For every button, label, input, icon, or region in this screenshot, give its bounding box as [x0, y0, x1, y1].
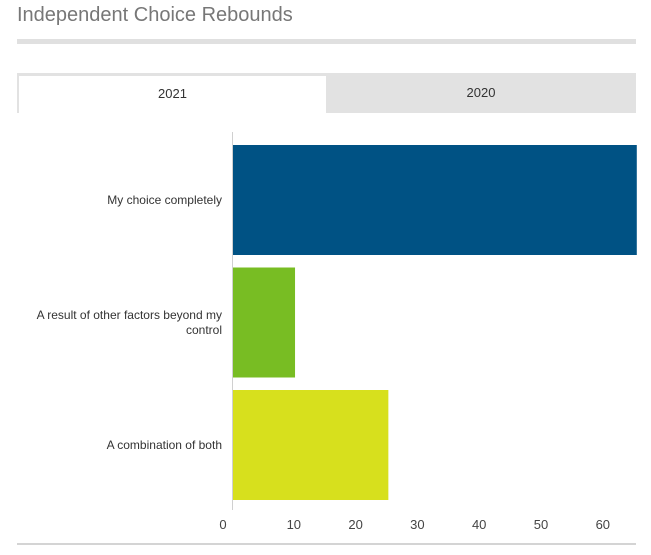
bottom-divider — [17, 543, 636, 545]
bar-3[interactable] — [232, 390, 389, 500]
x-tick-label: 20 — [348, 517, 362, 532]
chart-title: Independent Choice Rebounds — [17, 4, 293, 26]
title-divider — [17, 39, 636, 44]
bar-2[interactable] — [232, 267, 296, 378]
x-tick-label: 60 — [596, 517, 610, 532]
bar-chart: My choice completely A result of other fa… — [37, 132, 637, 532]
category-label-2: A result of other factors beyond my contr… — [37, 308, 222, 337]
tab-2020[interactable]: 2020 — [466, 85, 496, 100]
x-tick-label: 40 — [472, 517, 486, 532]
tab-2021[interactable]: 2021 — [19, 76, 326, 113]
year-tab-bar: 2021 2020 — [17, 73, 636, 113]
x-tick-label: 30 — [410, 517, 424, 532]
x-tick-label: 50 — [534, 517, 548, 532]
category-label-3: A combination of both — [107, 438, 222, 452]
x-tick-label: 10 — [287, 517, 301, 532]
x-tick-label: 0 — [219, 517, 226, 532]
bar-1[interactable] — [232, 145, 637, 255]
category-label-1: My choice completely — [107, 193, 222, 207]
